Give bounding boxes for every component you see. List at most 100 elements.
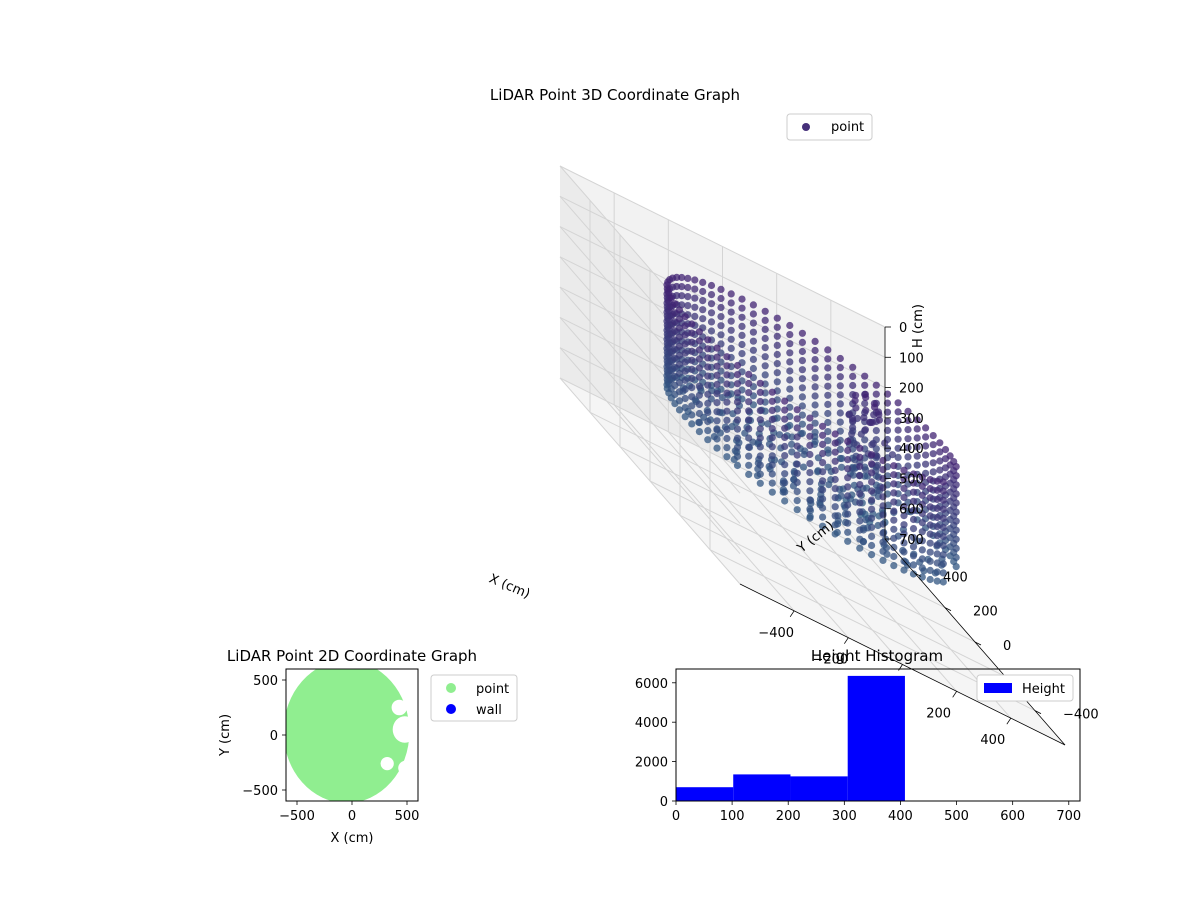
point-3d xyxy=(749,346,758,354)
x-tick xyxy=(952,691,957,698)
point-3d xyxy=(890,498,898,506)
point-3d xyxy=(781,424,789,432)
point-3d xyxy=(688,402,696,410)
point-3d xyxy=(936,466,944,474)
void-region xyxy=(391,699,407,716)
point-3d xyxy=(811,392,819,400)
point-3d xyxy=(900,484,908,492)
point-3d xyxy=(768,434,776,442)
point-3d xyxy=(872,390,880,398)
point-3d xyxy=(831,475,839,484)
point-3d xyxy=(890,534,898,542)
point-3d xyxy=(713,408,721,416)
point-3d xyxy=(723,444,731,452)
point-3d xyxy=(939,560,947,568)
grid-y-floor xyxy=(649,480,976,643)
grid-h-back xyxy=(559,195,886,358)
point-3d xyxy=(890,525,898,533)
point-3d xyxy=(756,416,764,424)
y-tick-label: 500 xyxy=(253,674,278,689)
point-3d xyxy=(811,401,819,409)
point-3d xyxy=(723,371,731,379)
point-3d xyxy=(890,562,898,570)
point-3d xyxy=(926,557,934,565)
point-3d xyxy=(939,542,947,550)
point-3d xyxy=(678,283,686,291)
grid-y-floor xyxy=(679,514,1006,677)
point-3d xyxy=(707,309,716,317)
point-3d xyxy=(681,322,689,330)
point-3d xyxy=(723,353,731,361)
point-3d xyxy=(918,564,926,572)
y-tick-label: 6000 xyxy=(635,677,668,692)
point-3d xyxy=(926,503,934,511)
point-3d xyxy=(868,487,876,495)
y-tick-label: 400 xyxy=(943,570,968,585)
point-3d xyxy=(819,440,827,448)
point-3d xyxy=(806,460,814,468)
point-3d xyxy=(838,463,846,471)
point-3d xyxy=(952,508,960,516)
x-tick xyxy=(898,664,903,671)
point-3d xyxy=(695,364,704,372)
chart-2d-title: LiDAR Point 2D Coordinate Graph xyxy=(227,647,477,665)
point-3d xyxy=(939,487,947,495)
point-3d xyxy=(806,432,814,440)
point-3d xyxy=(852,404,860,412)
point-3d xyxy=(695,355,704,363)
x-tick xyxy=(789,610,795,618)
point-3d xyxy=(913,461,921,469)
point-3d xyxy=(713,344,721,352)
point-3d xyxy=(849,363,857,371)
point-3d xyxy=(675,315,684,323)
point-3d xyxy=(918,491,926,499)
point-3d xyxy=(900,511,908,520)
y-tick-label: 0 xyxy=(1003,639,1011,654)
histogram-bars xyxy=(676,675,905,801)
point-3d xyxy=(909,543,918,551)
point-3d xyxy=(933,504,941,512)
point-3d xyxy=(688,374,696,383)
point-3d xyxy=(861,436,869,444)
point-3d xyxy=(768,488,776,496)
legend-marker-point xyxy=(802,123,810,131)
point-3d xyxy=(723,362,731,370)
point-3d xyxy=(786,358,794,366)
point-3d xyxy=(713,444,721,452)
point-3d xyxy=(913,416,921,424)
point-3d xyxy=(756,470,764,478)
point-3d xyxy=(890,552,898,561)
point-3d xyxy=(909,470,918,478)
point-3d xyxy=(819,495,827,503)
point-3d xyxy=(900,530,908,538)
point-3d xyxy=(781,433,789,441)
point-3d xyxy=(838,454,846,463)
point-3d xyxy=(831,439,839,447)
point-3d xyxy=(738,295,746,303)
point-3d xyxy=(918,500,926,508)
point-3d xyxy=(745,425,753,433)
point-3d xyxy=(856,526,864,534)
point-3d xyxy=(894,408,902,416)
point-3d xyxy=(909,534,918,542)
point-3d xyxy=(691,303,699,311)
point-3d xyxy=(723,453,731,461)
point-3d xyxy=(929,459,937,467)
point-3d xyxy=(844,519,852,527)
point-3d xyxy=(922,460,930,468)
point-3d xyxy=(806,441,814,449)
z-tick-label: 600 xyxy=(899,503,924,518)
point-3d xyxy=(781,488,789,496)
point-3d xyxy=(894,417,902,425)
point-3d xyxy=(836,391,844,399)
point-3d xyxy=(704,336,712,344)
point-3d xyxy=(681,340,689,348)
point-3d xyxy=(836,364,844,372)
point-3d xyxy=(831,494,839,502)
point-3d xyxy=(745,443,753,451)
point-3d xyxy=(688,411,696,419)
point-3d xyxy=(871,403,879,411)
point-3d xyxy=(952,535,960,543)
point-3d xyxy=(727,290,735,298)
point-3d xyxy=(879,556,887,565)
